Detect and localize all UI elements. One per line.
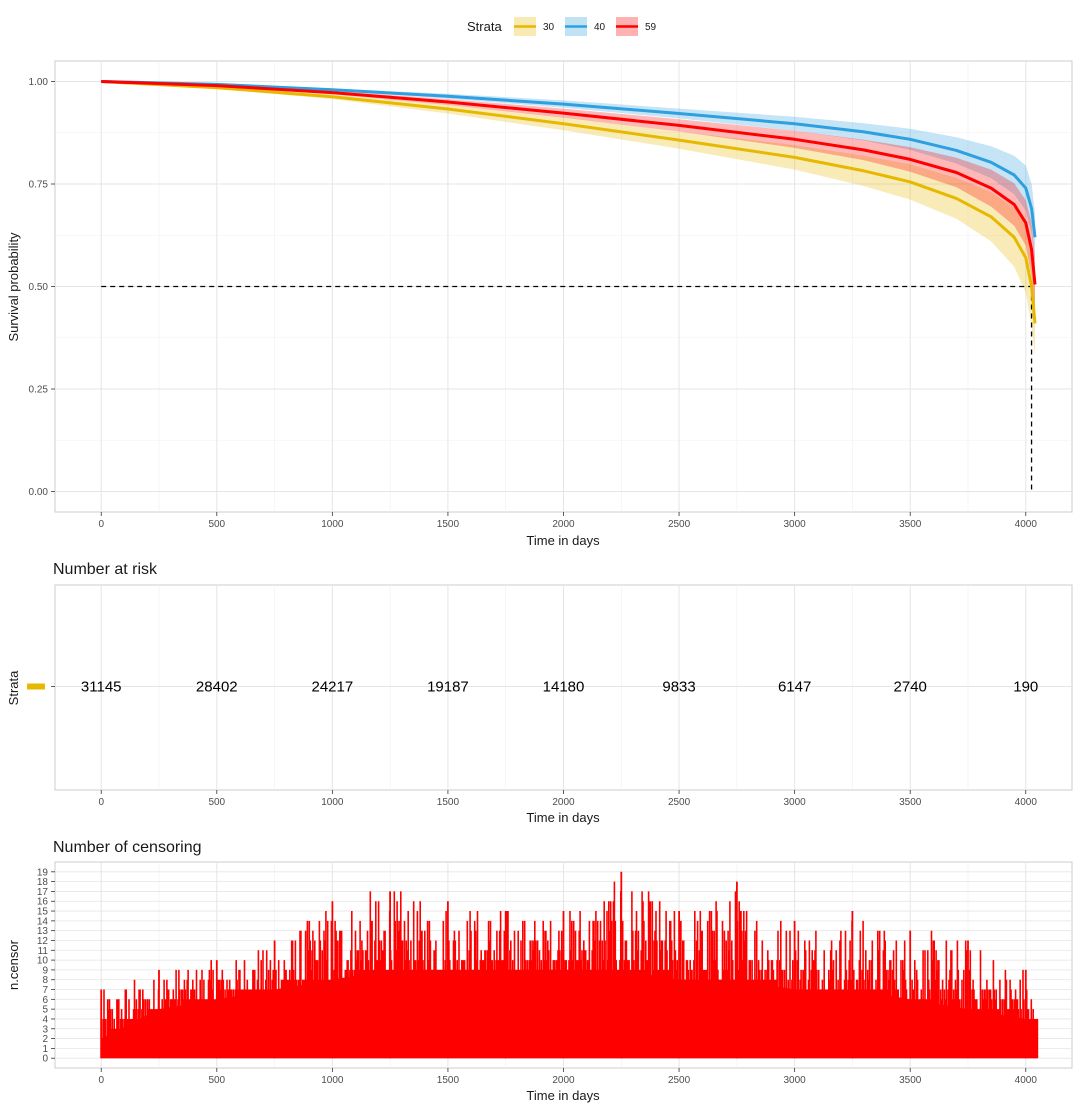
survival-plot-panel: 0.00 0.25 0.50 0.75 1.00 0 500 1000 1500 2000 2500…	[29, 60, 1073, 530]
y-tick-label: 0.00	[29, 487, 49, 498]
x-tick-label: 1500	[437, 797, 460, 808]
censor-y-tick-label: 18	[37, 877, 49, 888]
censor-y-tick-label: 6	[42, 995, 48, 1006]
y-tick-label: 1.00	[29, 77, 49, 88]
survival-x-axis-title: Time in days	[526, 533, 600, 548]
censor-y-tick-label: 7	[42, 985, 48, 996]
censor-y-tick-label: 9	[42, 965, 48, 976]
x-tick-label: 2000	[552, 797, 575, 808]
censor-y-tick-label: 11	[38, 946, 49, 957]
y-tick-label: 0.25	[29, 385, 49, 396]
censor-y-tick-label: 8	[42, 975, 48, 986]
x-tick-label: 1000	[321, 797, 344, 808]
censor-y-tick-label: 19	[37, 867, 49, 878]
censor-plot-title: Number of censoring	[53, 839, 202, 856]
survival-curve-40	[101, 80, 1037, 238]
legend-label-30: 30	[543, 22, 555, 33]
risk-y-axis-title: Strata	[6, 670, 21, 705]
x-tick-label: 2000	[552, 1075, 575, 1086]
y-tick-label: 0.50	[29, 282, 49, 293]
risk-count: 24217	[312, 679, 354, 696]
survival-curve-30	[101, 80, 1037, 324]
legend-item-59: 59	[616, 17, 657, 36]
censor-y-tick-label: 13	[37, 926, 49, 937]
x-tick-label: 1500	[437, 519, 460, 530]
censor-y-axis-title: n.censor	[6, 939, 21, 990]
legend-label-59: 59	[645, 22, 657, 33]
risk-count: 6147	[778, 679, 811, 696]
legend-title: Strata	[467, 19, 502, 34]
legend-label-40: 40	[594, 22, 606, 33]
censor-y-tick-label: 0	[42, 1054, 48, 1065]
censor-y-tick-label: 16	[37, 897, 49, 908]
risk-count: 14180	[543, 679, 585, 696]
x-tick-label: 3500	[899, 1075, 922, 1086]
risk-count: 2740	[894, 679, 927, 696]
x-tick-label: 2500	[668, 797, 691, 808]
x-tick-label: 3000	[784, 797, 807, 808]
x-tick-label: 500	[208, 797, 225, 808]
legend-item-30: 30	[514, 17, 555, 36]
censor-y-tick-label: 1	[42, 1044, 48, 1055]
legend-item-40: 40	[565, 17, 606, 36]
censor-y-tick-label: 12	[37, 936, 49, 947]
survival-y-axis-title: Survival probability	[6, 232, 21, 342]
confidence-band-40	[101, 81, 1035, 262]
censor-y-tick-label: 5	[42, 1005, 48, 1016]
risk-count: 9833	[662, 679, 695, 696]
x-tick-label: 2500	[668, 1075, 691, 1086]
x-tick-label: 500	[208, 519, 225, 530]
censor-y-tick-label: 14	[37, 916, 49, 927]
x-tick-label: 3500	[899, 519, 922, 530]
x-tick-label: 4000	[1015, 519, 1038, 530]
survival-curve-59	[101, 80, 1037, 285]
risk-count: 31145	[81, 679, 122, 696]
y-tick-label: 0.75	[29, 180, 49, 191]
x-tick-label: 3000	[784, 1075, 807, 1086]
x-tick-label: 1500	[437, 1075, 460, 1086]
x-tick-label: 0	[98, 1075, 104, 1086]
x-tick-label: 500	[208, 1075, 225, 1086]
risk-x-axis-title: Time in days	[526, 810, 600, 825]
censor-y-tick-label: 2	[42, 1034, 48, 1045]
legend: Strata 30 40 59	[467, 17, 657, 36]
confidence-band-30	[101, 81, 1035, 357]
risk-count: 28402	[196, 679, 238, 696]
censor-y-tick-label: 15	[37, 907, 49, 918]
censor-x-axis-title: Time in days	[526, 1088, 600, 1103]
risk-table-title: Number at risk	[53, 561, 158, 578]
censor-y-tick-label: 4	[42, 1014, 48, 1025]
x-tick-label: 1000	[321, 519, 344, 530]
censor-y-tick-label: 17	[37, 887, 49, 898]
x-tick-label: 0	[98, 519, 104, 530]
x-tick-label: 0	[98, 797, 104, 808]
risk-count: 19187	[427, 679, 469, 696]
x-tick-label: 2500	[668, 519, 691, 530]
risk-count: 190	[1013, 679, 1038, 696]
x-tick-label: 4000	[1015, 797, 1038, 808]
x-tick-label: 4000	[1015, 1075, 1038, 1086]
risk-table-panel: 0 500 1000 1500 2000 2500 3000 3500 4000 31145 284…	[27, 584, 1073, 808]
censor-y-tick-label: 10	[37, 956, 49, 967]
x-tick-label: 3000	[784, 519, 807, 530]
censor-y-tick-label: 3	[42, 1024, 48, 1035]
x-tick-label: 3500	[899, 797, 922, 808]
x-tick-label: 1000	[321, 1075, 344, 1086]
x-tick-label: 2000	[552, 519, 575, 530]
